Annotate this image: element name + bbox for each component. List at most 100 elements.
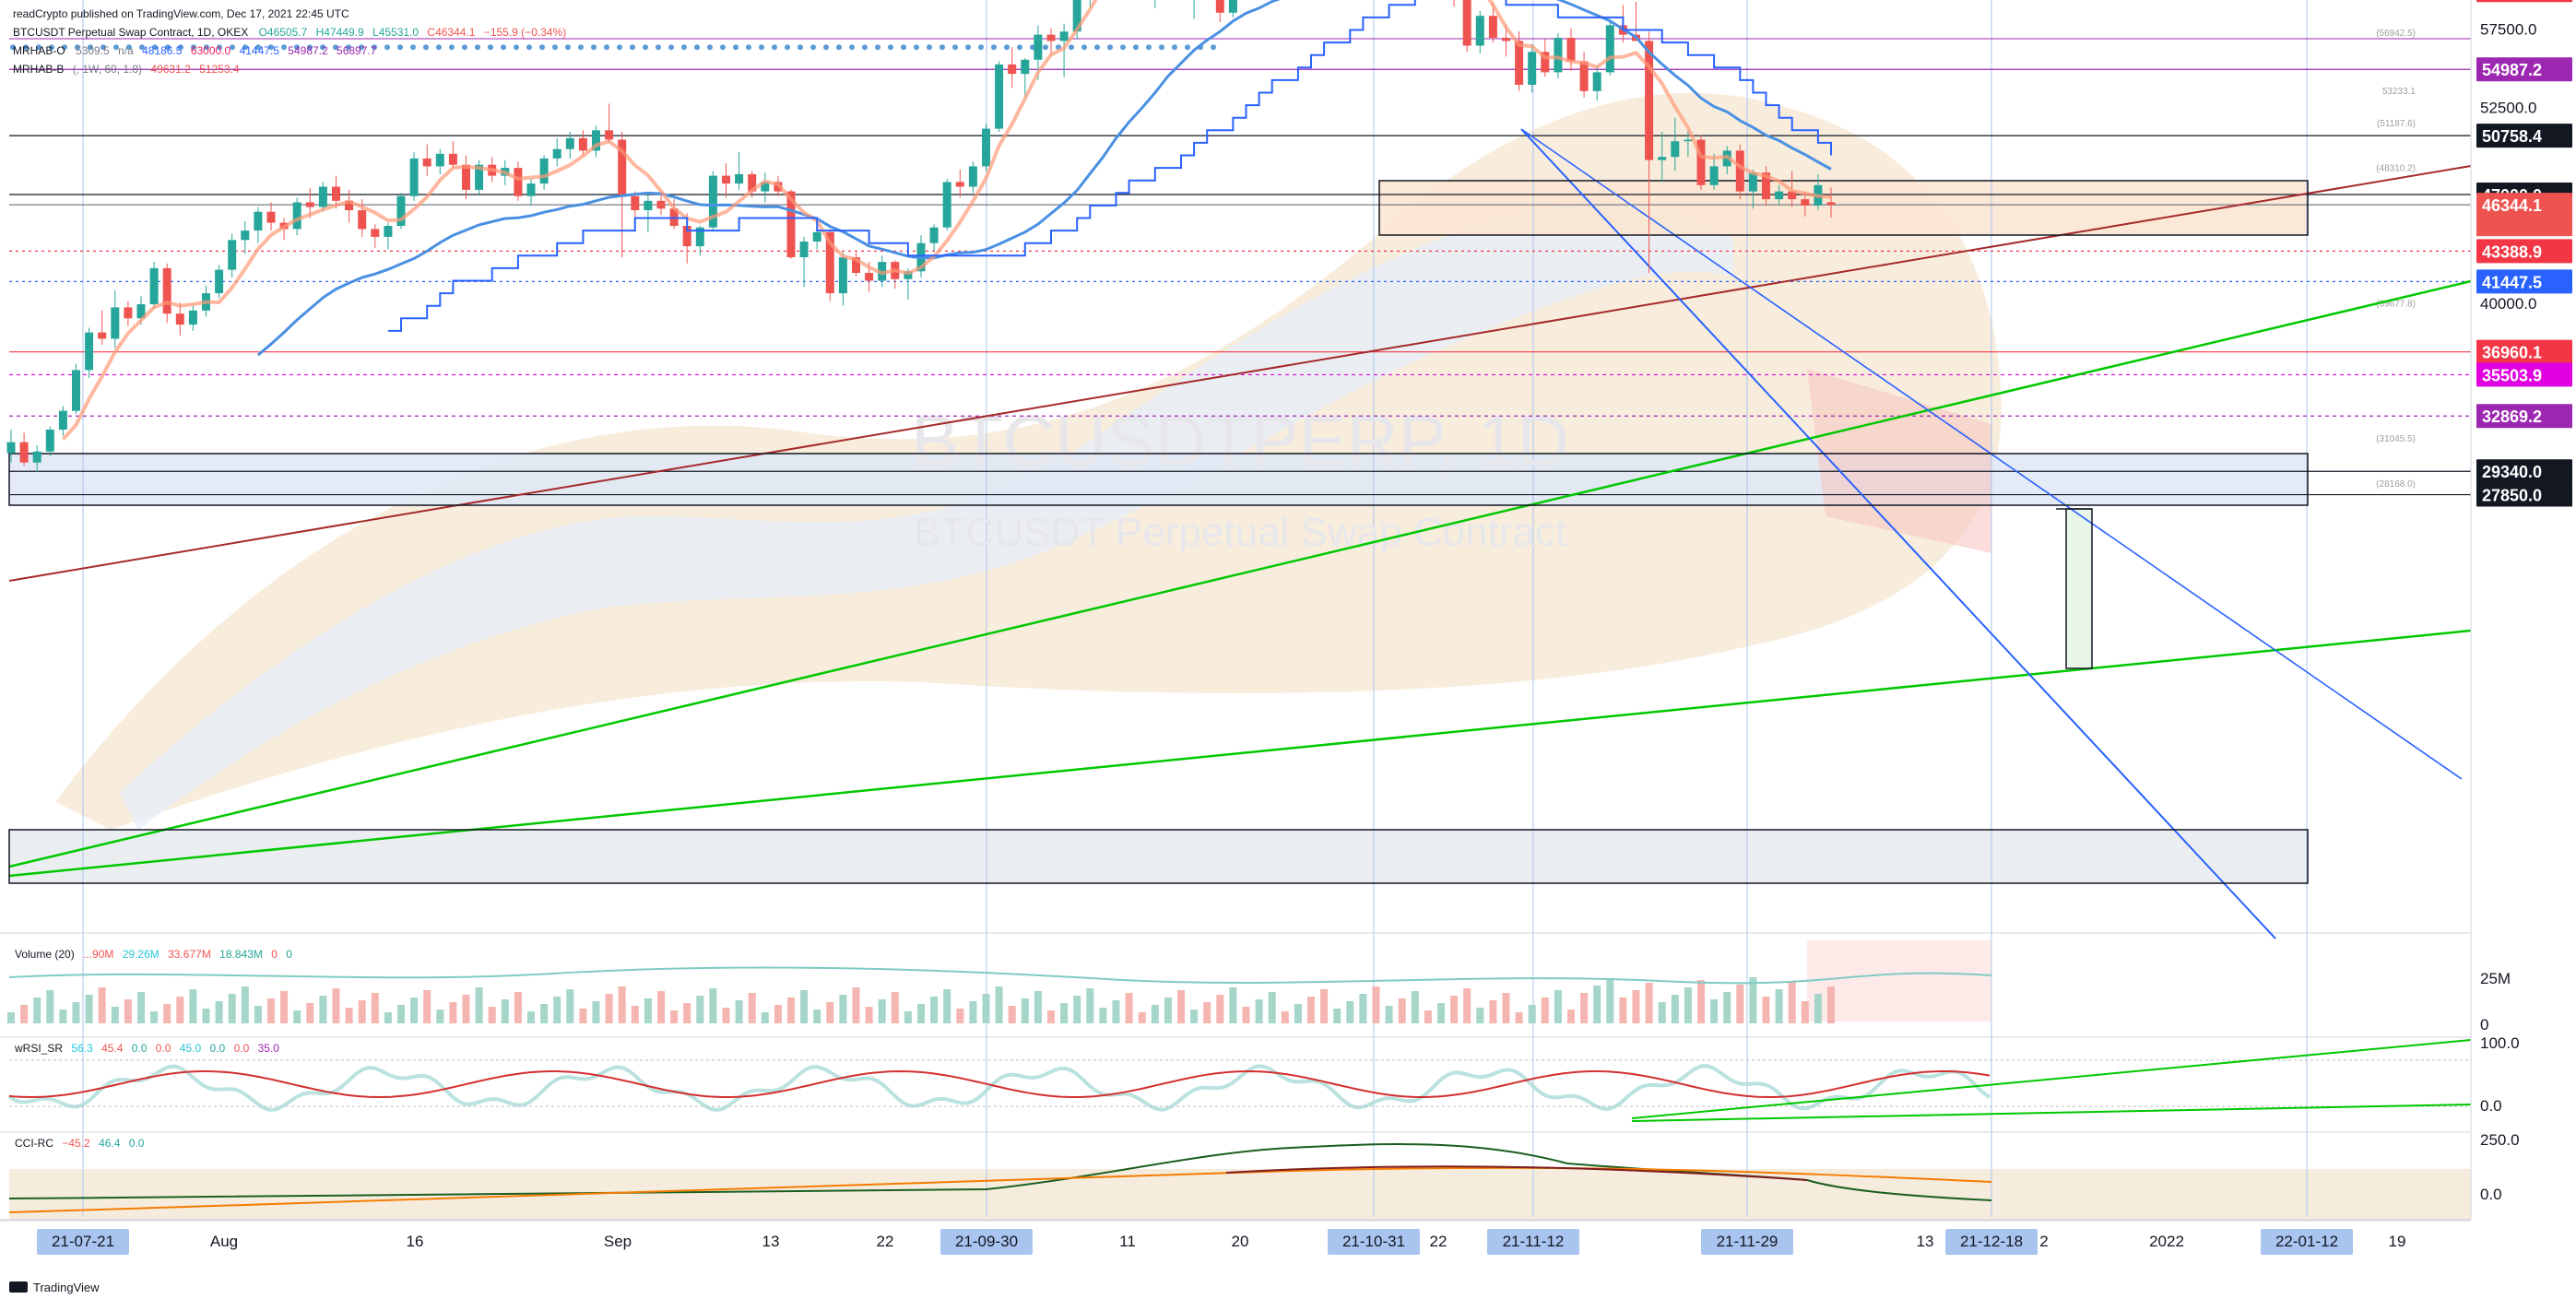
candle-body: [799, 242, 809, 257]
price-level-badge: [2476, 482, 2572, 507]
volume-bar: [1788, 982, 1796, 1023]
candle-body: [111, 307, 120, 339]
volume-v1: 29.26M: [123, 948, 160, 961]
price-level-label: 36960.1: [2482, 344, 2542, 362]
volume-band-red: [1807, 940, 1991, 1021]
candle-body: [838, 257, 847, 294]
candle-body: [1748, 172, 1757, 192]
volume-bar: [852, 987, 860, 1023]
moving-average-blue: [256, 0, 1832, 357]
dot-56400: [436, 44, 442, 51]
indicator-mrhab-b: MRHAB-B (, 1W, 60, 1.8) 49631.2 51253.4: [13, 63, 240, 76]
volume-bar: [774, 1005, 782, 1023]
volume-bar: [1554, 990, 1562, 1023]
volume-bar: [1684, 987, 1692, 1023]
dot-56400: [1185, 44, 1190, 51]
volume-bar: [722, 1008, 730, 1023]
candle-body: [1215, 0, 1224, 13]
volume-bar: [1177, 990, 1185, 1023]
dot-56400: [139, 44, 145, 51]
volume-bar: [1619, 998, 1627, 1023]
volume-bar: [1034, 991, 1042, 1023]
bearish-cloud: [1807, 369, 1991, 553]
volume-ma-line: [8, 966, 1992, 985]
candle-body: [149, 267, 159, 304]
dot-56400: [255, 44, 261, 51]
dot-56400: [681, 44, 687, 51]
price-level-badge: [2476, 0, 2572, 3]
dot-56400: [772, 44, 777, 51]
candle-body: [396, 195, 406, 226]
volume-bar: [150, 1011, 159, 1023]
branding: TradingView: [9, 1281, 100, 1294]
volume-bar: [748, 993, 756, 1023]
volume-bar: [683, 1003, 691, 1023]
volume-bar: [85, 995, 93, 1023]
dot-56400: [1133, 44, 1139, 51]
candle-body: [955, 182, 964, 187]
dot-56400: [952, 44, 958, 51]
date-label-badge: [1945, 1229, 2038, 1255]
wrsi-v3: 0.0: [156, 1042, 171, 1055]
symbol-watermark: BTCUSDTPERP, 1D BTCUSDT Perpetual Swap C…: [911, 400, 1569, 555]
candle-body: [592, 130, 600, 151]
candle-body: [318, 186, 327, 207]
volume-bar: [124, 999, 132, 1023]
volume-bar: [1268, 992, 1276, 1023]
ind1-name: MRHAB-O: [13, 44, 65, 57]
date-label: 21-11-29: [1717, 1233, 1778, 1250]
dot-56400: [914, 44, 919, 51]
candle-body: [644, 200, 653, 210]
volume-bar: [189, 989, 197, 1023]
volume-bar: [1073, 996, 1081, 1023]
volume-bar: [423, 990, 431, 1023]
volume-bar: [1021, 998, 1029, 1023]
volume-bar: [1359, 994, 1367, 1023]
candle-body: [292, 202, 301, 230]
ind2-v1: 51253.4: [199, 63, 240, 76]
ohlc-open: O46505.7: [259, 26, 308, 39]
candle-body: [708, 175, 717, 228]
volume-bar: [1632, 990, 1640, 1023]
candle-body: [175, 313, 184, 325]
dot-56400: [397, 44, 403, 51]
volume-bar: [228, 994, 236, 1023]
wrsi-wave: [7, 1064, 1991, 1113]
price-level-badge: [2476, 404, 2572, 429]
volume-v2: 33.677M: [168, 948, 211, 961]
cci-name: CCI-RC: [15, 1137, 53, 1150]
volume-bar: [293, 1010, 301, 1023]
volume-bar: [1476, 1008, 1484, 1023]
wrsi-v6: 0.0: [234, 1042, 250, 1055]
candle-body: [748, 173, 757, 192]
candle-body: [929, 227, 939, 243]
volume-bar: [1086, 988, 1094, 1023]
zone-box-27850-29340: [9, 830, 2308, 883]
volume-bar: [839, 995, 847, 1023]
candle-body: [72, 370, 80, 411]
date-label-badge: [1328, 1229, 1420, 1255]
volume-bar: [1814, 994, 1822, 1023]
dot-56400: [230, 44, 235, 51]
candle-body: [254, 211, 263, 231]
volume-bar: [904, 1011, 912, 1023]
candle-body: [631, 195, 640, 210]
candle-body: [812, 231, 821, 242]
candle-body: [605, 130, 614, 140]
watermark-subtitle: BTCUSDT Perpetual Swap Contract: [914, 510, 1566, 555]
volume-bar: [280, 991, 289, 1023]
cci-v2: 0.0: [129, 1137, 145, 1150]
volume-bar: [1450, 996, 1459, 1023]
volume-bar: [1762, 997, 1770, 1023]
dot-56400: [733, 44, 739, 51]
dot-56400: [475, 44, 480, 51]
volume-v0: ...90M: [83, 948, 113, 961]
price-axis: 72500.070000.057500.052500.040000.025M01…: [2470, 0, 2572, 1220]
small-level-label-6: (39677.8): [2376, 299, 2416, 309]
date-label-badge: [37, 1229, 129, 1255]
zone-box-outline-mid: [8, 453, 2309, 506]
small-level-label-3: 53233.1: [2382, 87, 2416, 97]
candle-body: [1502, 38, 1510, 41]
ohlc-close: C46344.1: [427, 26, 475, 39]
